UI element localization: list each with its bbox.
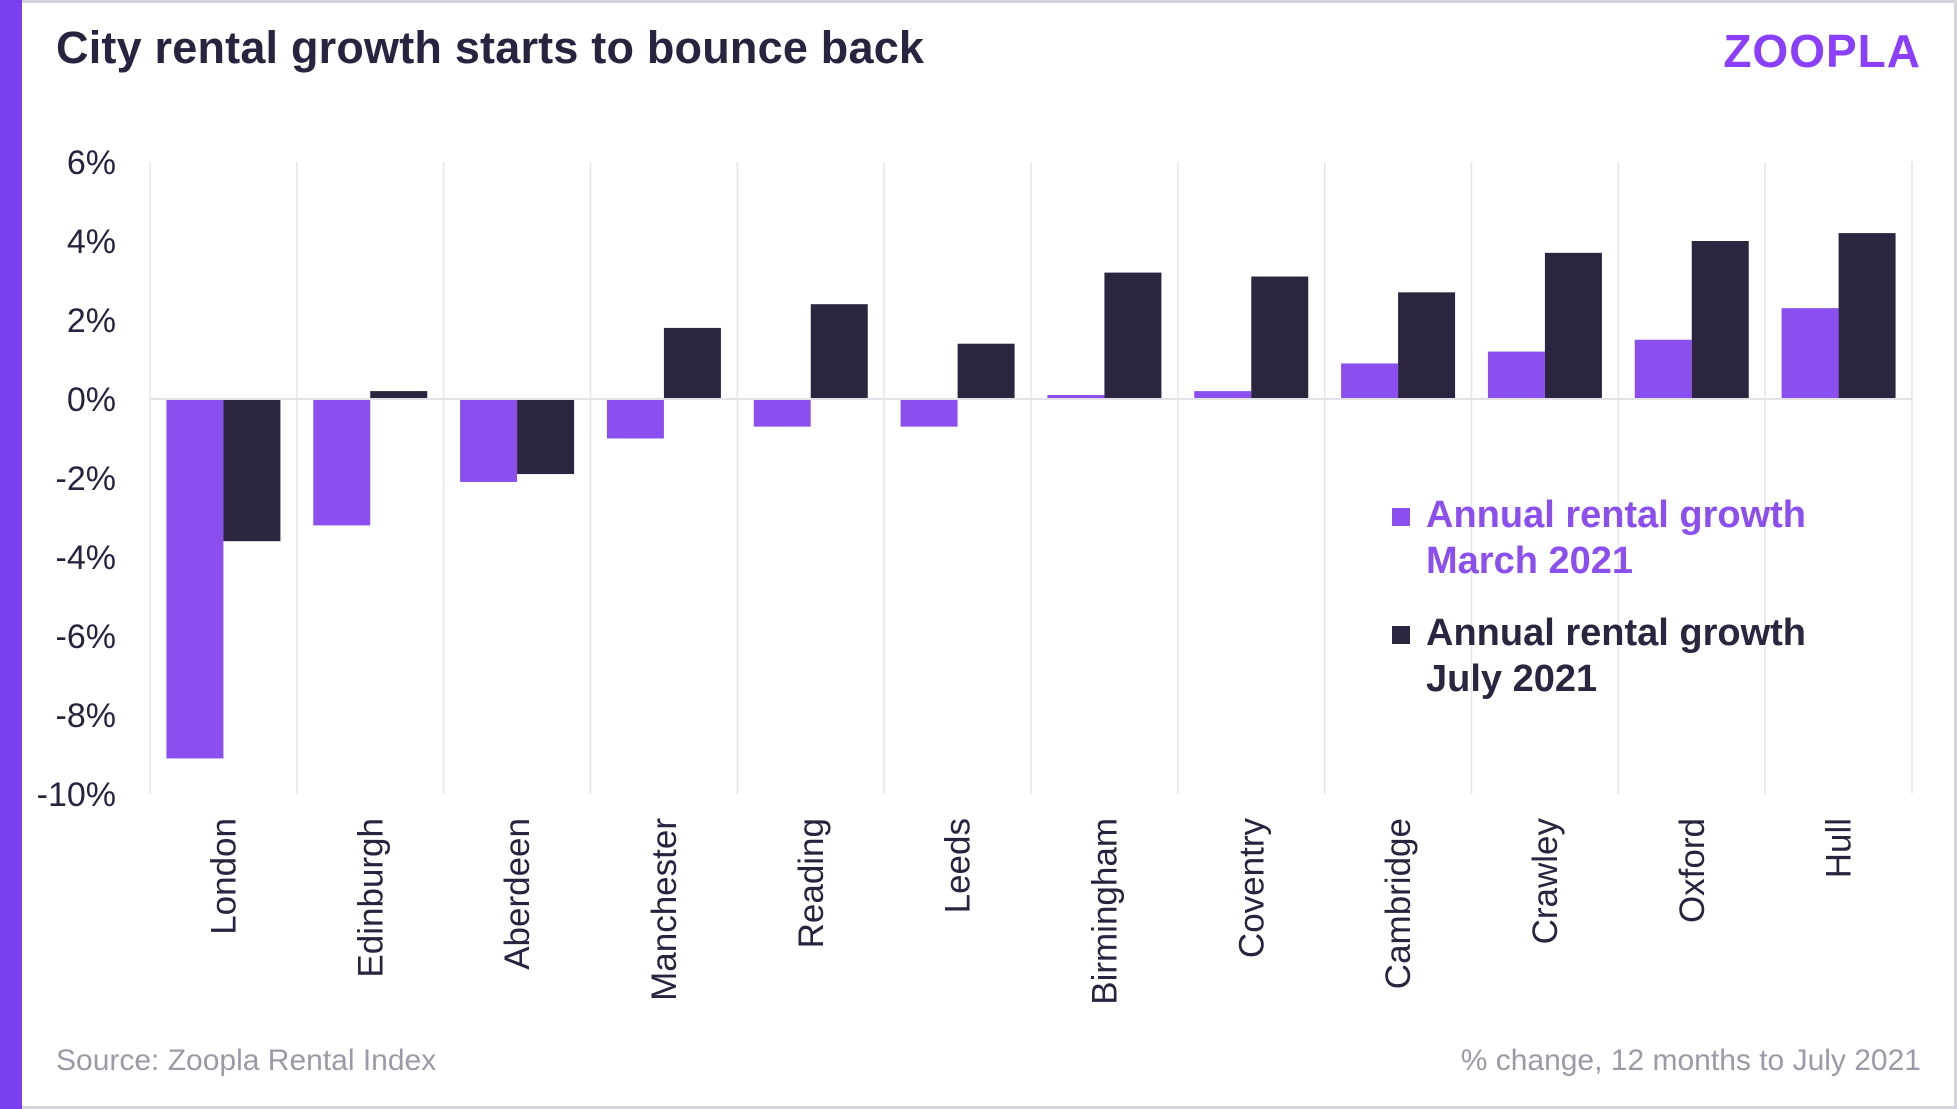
bar-march-aberdeen bbox=[460, 399, 518, 482]
category-label-leeds: Leeds bbox=[939, 818, 978, 913]
bar-march-crawley bbox=[1487, 351, 1545, 399]
bar-july-crawley bbox=[1544, 252, 1602, 399]
bar-july-leeds bbox=[957, 343, 1015, 399]
y-tick-label: 4% bbox=[67, 223, 116, 261]
category-label-hull: Hull bbox=[1820, 818, 1859, 878]
bar-july-manchester bbox=[663, 327, 721, 399]
y-tick-label: 6% bbox=[67, 144, 116, 182]
bar-july-reading bbox=[810, 304, 868, 399]
bar-july-edinburgh bbox=[370, 391, 428, 399]
bar-march-reading bbox=[753, 399, 811, 427]
accent-bar bbox=[0, 0, 22, 1109]
bar-july-hull bbox=[1838, 233, 1896, 399]
category-label-aberdeen: Aberdeen bbox=[498, 818, 537, 970]
bar-july-birmingham bbox=[1104, 272, 1162, 399]
bar-july-coventry bbox=[1251, 276, 1309, 399]
bar-march-birmingham bbox=[1047, 395, 1105, 399]
y-tick-label: -10% bbox=[37, 776, 116, 814]
y-tick-label: -2% bbox=[56, 460, 116, 498]
bar-march-oxford bbox=[1634, 339, 1692, 399]
bar-march-cambridge bbox=[1341, 363, 1399, 399]
bars-layer bbox=[166, 233, 1896, 759]
legend-label-march: Annual rental growth March 2021 bbox=[1426, 492, 1866, 584]
legend-swatch-july bbox=[1392, 626, 1410, 644]
category-label-london: London bbox=[204, 818, 243, 935]
legend: Annual rental growth March 2021 Annual r… bbox=[1390, 492, 1866, 728]
grid-layer bbox=[149, 162, 1913, 794]
bar-july-oxford bbox=[1691, 241, 1749, 399]
y-tick-label: -8% bbox=[56, 697, 116, 735]
zoopla-logo: ZOOPLA bbox=[1723, 25, 1921, 77]
bar-march-edinburgh bbox=[313, 399, 371, 526]
legend-item-july: Annual rental growth July 2021 bbox=[1390, 610, 1866, 702]
bar-march-manchester bbox=[606, 399, 664, 439]
bar-july-london bbox=[223, 399, 281, 542]
legend-item-march: Annual rental growth March 2021 bbox=[1390, 492, 1866, 584]
y-tick-label: 0% bbox=[67, 381, 116, 419]
legend-label-july-line1: Annual rental growth bbox=[1426, 612, 1806, 654]
source-note: Source: Zoopla Rental Index bbox=[56, 1044, 437, 1077]
bar-march-london bbox=[166, 399, 224, 759]
y-tick-label: -4% bbox=[56, 539, 116, 577]
units-note: % change, 12 months to July 2021 bbox=[1460, 1044, 1921, 1077]
legend-swatch-march bbox=[1392, 508, 1410, 526]
category-label-crawley: Crawley bbox=[1526, 818, 1565, 945]
bar-july-aberdeen bbox=[517, 399, 575, 475]
bar-march-coventry bbox=[1194, 391, 1252, 399]
legend-label-march-line2: March 2021 bbox=[1426, 540, 1634, 582]
y-axis-ticks: 6% 4% 2% 0% -2% -4% -6% -8% -10% bbox=[37, 144, 116, 814]
category-label-birmingham: Birmingham bbox=[1085, 818, 1124, 1005]
bar-march-leeds bbox=[900, 399, 958, 427]
legend-label-march-line1: Annual rental growth bbox=[1426, 494, 1806, 536]
category-label-edinburgh: Edinburgh bbox=[351, 818, 390, 978]
x-axis-categories: London Edinburgh Aberdeen Manchester Reading… bbox=[204, 818, 1858, 1005]
category-label-cambridge: Cambridge bbox=[1379, 818, 1418, 989]
legend-label-july: Annual rental growth July 2021 bbox=[1426, 610, 1866, 702]
chart-title: City rental growth starts to bounce back bbox=[56, 22, 925, 73]
category-label-coventry: Coventry bbox=[1232, 818, 1271, 959]
y-tick-label: 2% bbox=[67, 302, 116, 340]
bar-july-cambridge bbox=[1398, 292, 1456, 399]
category-label-oxford: Oxford bbox=[1673, 818, 1712, 923]
bar-march-hull bbox=[1781, 308, 1839, 399]
legend-label-july-line2: July 2021 bbox=[1426, 658, 1598, 700]
category-label-manchester: Manchester bbox=[645, 818, 684, 1001]
category-label-reading: Reading bbox=[792, 818, 831, 948]
y-tick-label: -6% bbox=[56, 618, 116, 656]
